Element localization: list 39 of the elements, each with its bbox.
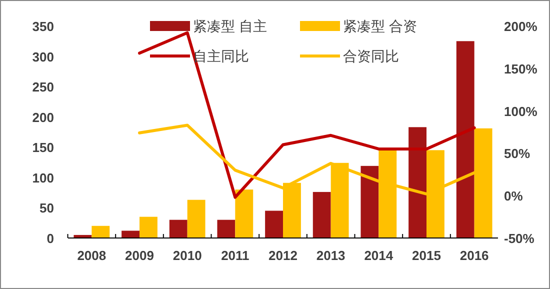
- bar: [312, 192, 331, 238]
- bar: [140, 216, 158, 238]
- bar: [235, 190, 254, 238]
- x-tick-label: 2015: [412, 248, 441, 263]
- y2-tick-label: 150%: [504, 61, 538, 76]
- legend-label: 紧凑型 合资: [343, 18, 417, 34]
- x-tick-label: 2008: [77, 248, 106, 263]
- y2-tick-label: 200%: [504, 19, 538, 34]
- bar: [169, 220, 188, 238]
- x-tick-label: 2009: [125, 248, 154, 263]
- legend-label: 紧凑型 自主: [193, 18, 267, 34]
- x-tick-label: 2014: [364, 248, 394, 263]
- y2-tick-label: -50%: [504, 231, 535, 246]
- x-tick-label: 2012: [268, 248, 298, 263]
- y2-tick-label: 50%: [504, 146, 530, 162]
- y-tick-label: 200: [32, 110, 54, 125]
- y2-tick-label: 100%: [504, 104, 538, 119]
- bar: [408, 127, 426, 238]
- y-tick-label: 50: [40, 200, 54, 216]
- bar: [217, 220, 236, 238]
- legend-label: 合资同比: [343, 48, 399, 64]
- bar: [92, 226, 110, 238]
- y-tick-label: 350: [32, 19, 54, 34]
- x-tick-label: 2011: [221, 248, 250, 263]
- bar: [265, 210, 283, 238]
- y-tick-label: 100: [32, 170, 54, 186]
- y-tick-label: 300: [32, 49, 54, 64]
- bar: [122, 230, 140, 238]
- x-tick-label: 2010: [172, 248, 202, 263]
- line-series: [138, 31, 476, 199]
- bar: [187, 200, 206, 238]
- y-tick-label: 250: [32, 80, 54, 95]
- bar: [456, 41, 474, 238]
- y2-tick-label: 0%: [504, 188, 524, 204]
- x-tick-label: 2013: [316, 248, 346, 263]
- x-tick-label: 2016: [460, 248, 489, 263]
- y-tick-label: 150: [32, 140, 54, 156]
- y-tick-label: 0: [46, 231, 54, 246]
- bar: [360, 166, 379, 238]
